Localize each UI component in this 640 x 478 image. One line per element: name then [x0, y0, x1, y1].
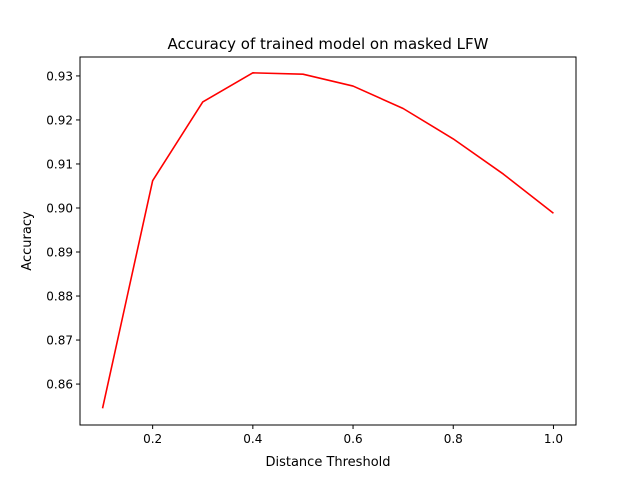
x-tick-label: 0.8	[444, 432, 463, 446]
y-axis-label: Accuracy	[20, 211, 35, 271]
series-layer	[101, 72, 554, 409]
y-tick-label: 0.90	[46, 201, 73, 215]
y-tick-label: 0.91	[46, 157, 73, 171]
y-tick-label: 0.88	[46, 290, 73, 304]
series-line-0	[101, 72, 554, 409]
y-tick-label: 0.86	[46, 378, 73, 392]
x-tick-label: 0.4	[243, 432, 262, 446]
y-tick-label: 0.92	[46, 113, 73, 127]
x-tick-label: 0.6	[344, 432, 363, 446]
y-tick-label: 0.87	[46, 334, 73, 348]
y-axis-ticks: 0.86 0.87 0.88 0.89 0.90 0.91 0.92 0.93	[46, 69, 80, 392]
chart-title: Accuracy of trained model on masked LFW	[168, 35, 489, 53]
x-axis-ticks: 0.2 0.4 0.6 0.8 1.0	[143, 425, 563, 446]
x-tick-label: 1.0	[544, 432, 563, 446]
y-tick-label: 0.93	[46, 69, 73, 83]
plot-area	[80, 57, 576, 425]
x-tick-label: 0.2	[143, 432, 162, 446]
plot-frame	[79, 56, 577, 426]
x-axis-label: Distance Threshold	[265, 455, 390, 470]
y-tick-label: 0.89	[46, 246, 73, 260]
